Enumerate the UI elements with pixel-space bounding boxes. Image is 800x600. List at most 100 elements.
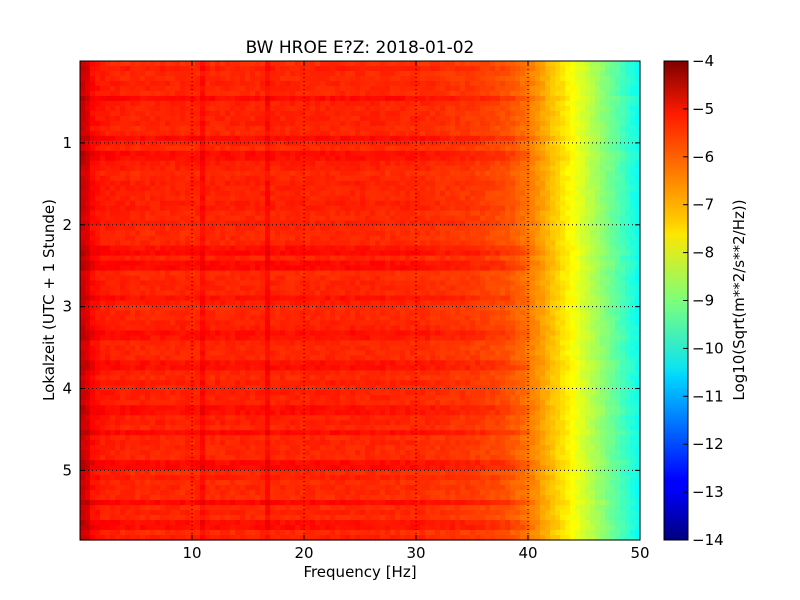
heatmap-cell <box>225 260 231 267</box>
heatmap-cell <box>275 115 281 122</box>
heatmap-cell <box>495 110 501 117</box>
heatmap-cell <box>120 170 126 177</box>
heatmap-cell <box>320 255 326 262</box>
heatmap-cell <box>295 130 301 137</box>
heatmap-cell <box>470 135 476 142</box>
heatmap-cell <box>140 190 146 197</box>
heatmap-cell <box>315 75 321 82</box>
heatmap-cell <box>160 80 166 87</box>
heatmap-cell <box>605 70 611 77</box>
heatmap-cell <box>220 110 226 117</box>
heatmap-cell <box>270 185 276 192</box>
heatmap-cell <box>325 255 331 262</box>
heatmap-cell <box>80 110 86 117</box>
heatmap-cell <box>350 175 356 182</box>
heatmap-cell <box>410 115 416 122</box>
heatmap-cell <box>610 75 616 82</box>
heatmap-cell <box>210 115 216 122</box>
heatmap-cell <box>290 130 296 137</box>
heatmap-cell <box>395 95 401 102</box>
heatmap-cell <box>105 180 111 187</box>
heatmap-cell <box>290 165 296 172</box>
heatmap-cell <box>240 61 246 67</box>
heatmap-cell <box>435 155 441 162</box>
heatmap-cell <box>405 270 411 277</box>
heatmap-cell <box>515 175 521 182</box>
heatmap-cell <box>365 185 371 192</box>
heatmap-cell <box>170 280 176 287</box>
heatmap-cell <box>365 170 371 177</box>
heatmap-cell <box>455 95 461 102</box>
heatmap-cell <box>330 75 336 82</box>
heatmap-cell <box>585 100 591 107</box>
heatmap-cell <box>255 175 261 182</box>
heatmap-cell <box>460 230 466 237</box>
heatmap-cell <box>595 140 601 147</box>
heatmap-cell <box>255 180 261 187</box>
heatmap-cell <box>200 105 206 112</box>
heatmap-cell <box>630 190 636 197</box>
heatmap-cell <box>135 200 141 207</box>
heatmap-cell <box>595 125 601 132</box>
heatmap-cell <box>245 165 251 172</box>
heatmap-cell <box>480 270 486 277</box>
heatmap-cell <box>555 90 561 97</box>
heatmap-cell <box>470 190 476 197</box>
heatmap-cell <box>580 175 586 182</box>
heatmap-cell <box>270 140 276 147</box>
heatmap-cell <box>235 65 241 72</box>
heatmap-cell <box>445 120 451 127</box>
heatmap-cell <box>190 245 196 252</box>
heatmap-cell <box>230 105 236 112</box>
heatmap-cell <box>535 255 541 262</box>
heatmap-cell <box>85 105 91 112</box>
heatmap-cell <box>450 120 456 127</box>
heatmap-cell <box>380 200 386 207</box>
heatmap-cell <box>520 61 526 67</box>
heatmap-cell <box>600 180 606 187</box>
heatmap-cell <box>280 135 286 142</box>
heatmap-cell <box>175 260 181 267</box>
heatmap-cell <box>310 235 316 242</box>
heatmap-cell <box>460 80 466 87</box>
heatmap-cell <box>540 90 546 97</box>
heatmap-cell <box>395 150 401 157</box>
heatmap-cell <box>625 85 631 92</box>
heatmap-cell <box>335 245 341 252</box>
heatmap-cell <box>235 195 241 202</box>
heatmap-cell <box>310 100 316 107</box>
heatmap-cell <box>270 170 276 177</box>
heatmap-cell <box>105 215 111 222</box>
heatmap-cell <box>535 250 541 257</box>
heatmap-cell <box>625 140 631 147</box>
heatmap-cell <box>315 125 321 132</box>
heatmap-cell <box>245 180 251 187</box>
heatmap-cell <box>560 135 566 142</box>
heatmap-cell <box>520 190 526 197</box>
heatmap-cell <box>580 180 586 187</box>
heatmap-cell <box>385 80 391 87</box>
heatmap-cell <box>280 265 286 272</box>
heatmap-cell <box>330 275 336 282</box>
heatmap-cell <box>515 155 521 162</box>
heatmap-cell <box>490 65 496 72</box>
heatmap-cell <box>240 125 246 132</box>
heatmap-cell <box>390 200 396 207</box>
heatmap-cell <box>270 245 276 252</box>
heatmap-cell <box>245 280 251 287</box>
heatmap-cell <box>130 85 136 92</box>
heatmap-cell <box>335 255 341 262</box>
heatmap-cell <box>320 190 326 197</box>
heatmap-cell <box>420 75 426 82</box>
heatmap-cell <box>95 275 101 282</box>
heatmap-cell <box>80 245 86 252</box>
heatmap-cell <box>610 130 616 137</box>
heatmap-cell <box>170 170 176 177</box>
heatmap-cell <box>165 225 171 232</box>
heatmap-cell <box>365 245 371 252</box>
heatmap-cell <box>360 255 366 262</box>
heatmap-cell <box>500 75 506 82</box>
heatmap-cell <box>510 65 516 72</box>
heatmap-cell <box>85 220 91 227</box>
heatmap-cell <box>400 190 406 197</box>
